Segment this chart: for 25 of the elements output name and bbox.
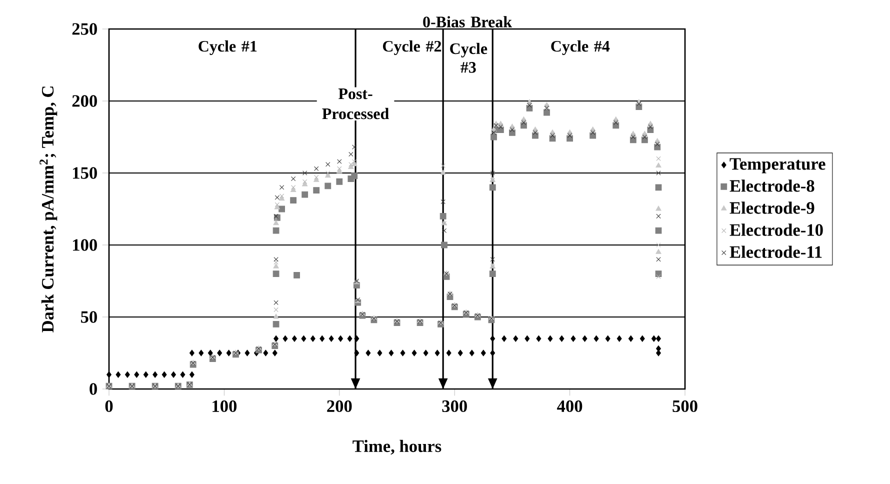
annotation: Cycle #1	[198, 40, 257, 55]
y-tick-label: 0	[90, 383, 97, 395]
legend-label: Electrode-11	[730, 246, 822, 258]
x-tick-label: 0	[105, 400, 113, 412]
y-axis-title: Dark Current, pA/mm$^{2}$; Temp, C	[40, 86, 58, 332]
legend-label: Electrode-8	[730, 180, 814, 192]
x-tick-label: 400	[557, 400, 582, 412]
text: 0-Bias Break	[423, 16, 512, 28]
x-axis-title: Time, hours	[352, 440, 442, 455]
annotation: Cycle #2	[382, 40, 442, 55]
x-tick-label: 500	[672, 400, 698, 412]
y-tick-label: 50	[80, 311, 97, 323]
y-tick-label: 250	[72, 23, 97, 35]
x-tick-label: 200	[327, 400, 352, 412]
y-tick-label: 200	[72, 95, 97, 107]
legend-label: Temperature	[730, 158, 826, 174]
annotation: Post-Processed	[322, 88, 389, 120]
y-tick-label: 100	[73, 239, 97, 251]
x-tick-label: 100	[212, 400, 237, 412]
legend-label: Electrode-10	[730, 224, 823, 236]
annotation: Cycle #4	[551, 40, 610, 55]
y-tick-label: 150	[73, 167, 97, 179]
legend-label: Electrode-9	[730, 202, 814, 214]
annotation: Cycle #3	[450, 42, 488, 73]
x-tick-label: 300	[442, 400, 467, 412]
